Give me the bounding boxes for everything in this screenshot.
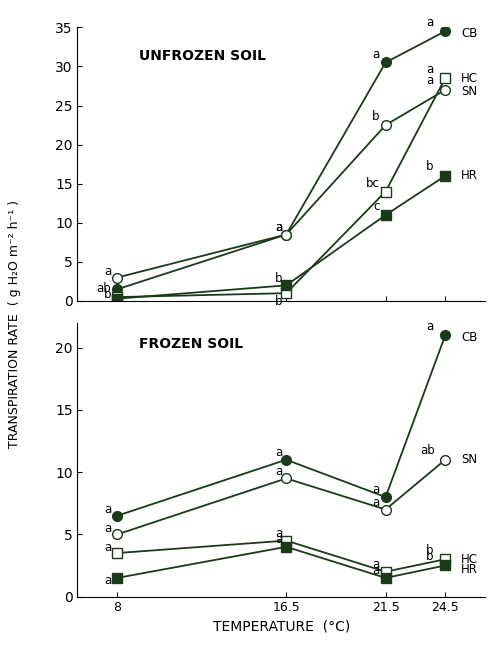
Text: a: a [104,541,112,554]
Text: a: a [372,564,380,577]
Text: HC: HC [461,71,478,84]
Text: b: b [274,295,282,308]
Text: a: a [104,574,112,587]
Text: SN: SN [461,85,477,98]
Text: bc: bc [366,177,380,190]
Text: b: b [426,550,434,563]
Text: ab: ab [96,282,112,295]
Text: ab: ab [420,444,435,457]
Text: b: b [426,544,434,557]
Text: HR: HR [461,563,478,576]
Text: a: a [372,496,380,509]
Text: a: a [275,221,282,234]
Text: a: a [275,446,282,459]
Text: HR: HR [461,169,478,182]
Text: FROZEN SOIL: FROZEN SOIL [138,337,242,350]
Text: b: b [372,110,380,123]
Text: a: a [104,522,112,535]
Text: TRANSPIRATION RATE  ( g H₂O m⁻² h⁻¹ ): TRANSPIRATION RATE ( g H₂O m⁻² h⁻¹ ) [8,201,22,448]
Text: a: a [372,558,380,571]
Text: a: a [426,16,433,29]
Text: HC: HC [461,553,478,566]
X-axis label: TEMPERATURE  (°C): TEMPERATURE (°C) [212,620,350,634]
Text: b: b [104,288,112,301]
Text: a: a [372,484,380,496]
Text: a: a [275,527,282,540]
Text: a: a [275,221,282,234]
Text: a: a [426,320,433,333]
Text: SN: SN [461,453,477,466]
Text: a: a [426,62,433,75]
Text: c: c [374,201,380,214]
Text: a: a [275,533,282,546]
Text: a: a [104,503,112,516]
Text: UNFROZEN SOIL: UNFROZEN SOIL [138,49,266,63]
Text: a: a [275,465,282,478]
Text: b: b [274,272,282,285]
Text: CB: CB [461,332,477,345]
Text: CB: CB [461,27,477,40]
Text: b: b [426,160,434,173]
Text: a: a [104,265,112,278]
Text: a: a [426,75,433,88]
Text: a: a [372,48,380,61]
